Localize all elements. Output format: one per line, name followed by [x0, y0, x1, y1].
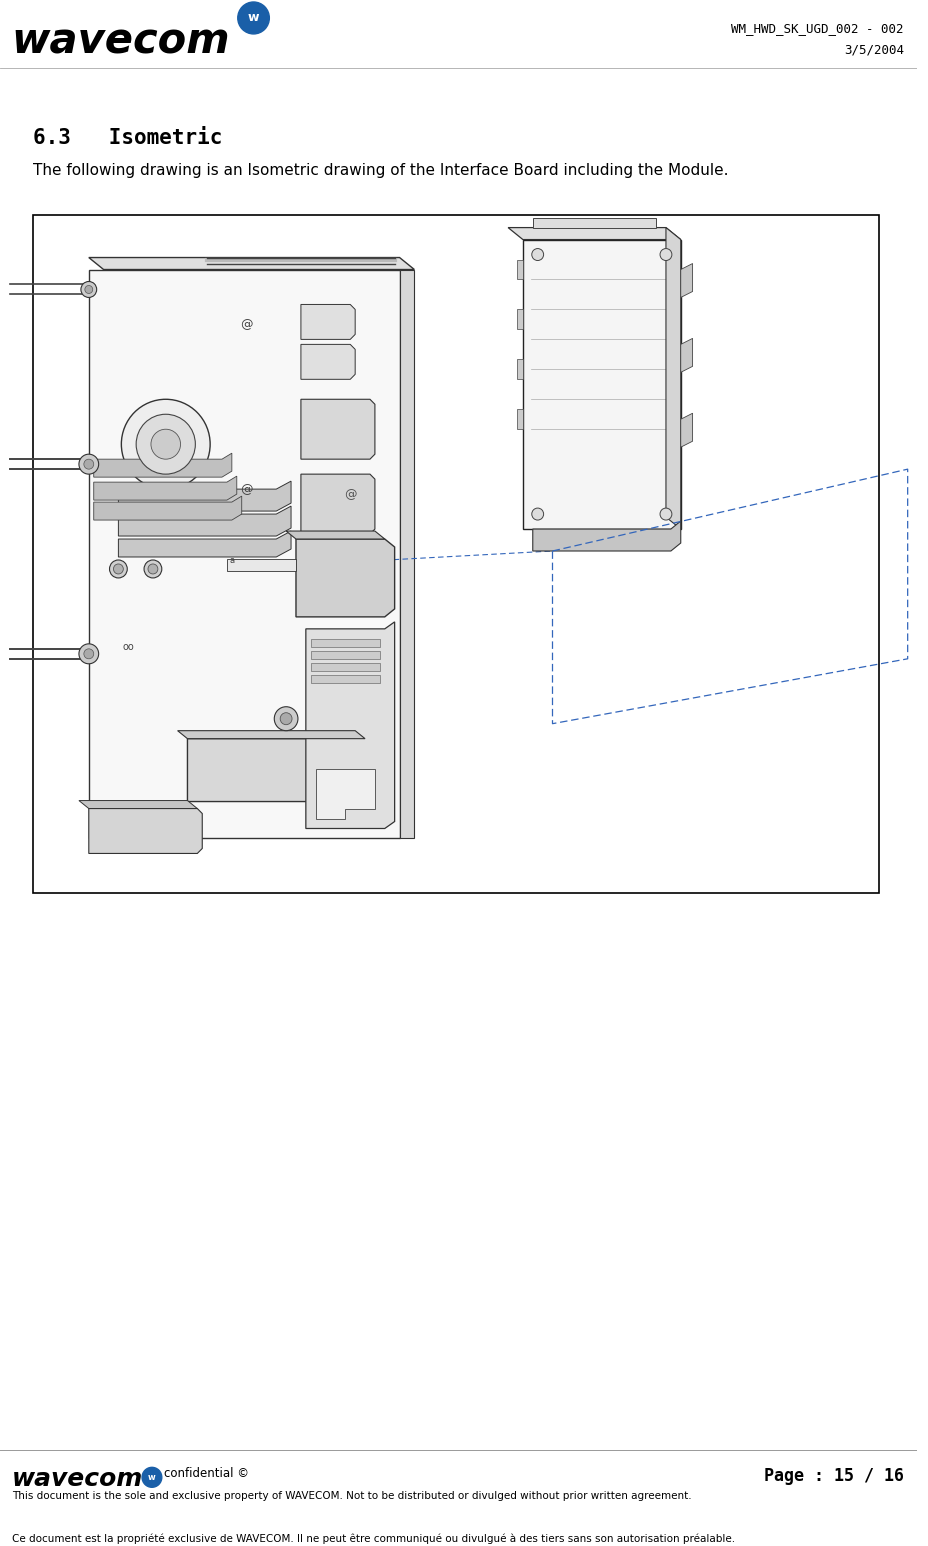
- Polygon shape: [286, 530, 384, 540]
- Circle shape: [84, 649, 94, 659]
- Circle shape: [280, 713, 291, 725]
- Circle shape: [84, 459, 94, 468]
- Text: oo: oo: [122, 642, 134, 652]
- Polygon shape: [301, 305, 354, 340]
- Text: confidential ©: confidential ©: [163, 1467, 249, 1481]
- Circle shape: [150, 430, 180, 459]
- Text: The following drawing is an Isometric drawing of the Interface Board including t: The following drawing is an Isometric dr…: [32, 162, 728, 178]
- Polygon shape: [399, 269, 414, 838]
- Polygon shape: [177, 731, 365, 739]
- Polygon shape: [118, 481, 290, 512]
- Circle shape: [113, 564, 123, 574]
- Polygon shape: [532, 521, 680, 550]
- Polygon shape: [94, 453, 232, 478]
- Polygon shape: [301, 475, 375, 533]
- Polygon shape: [94, 476, 237, 499]
- Circle shape: [110, 560, 127, 578]
- Text: Ce document est la propriété exclusive de WAVECOM. Il ne peut être communiqué ou: Ce document est la propriété exclusive d…: [12, 1534, 734, 1544]
- Polygon shape: [187, 739, 375, 801]
- Text: w: w: [148, 1473, 156, 1481]
- Polygon shape: [311, 638, 380, 646]
- Polygon shape: [94, 496, 241, 519]
- Polygon shape: [311, 663, 380, 671]
- Circle shape: [144, 560, 161, 578]
- Circle shape: [274, 707, 298, 731]
- Circle shape: [81, 281, 97, 297]
- Circle shape: [79, 643, 98, 663]
- Text: @: @: [240, 482, 252, 496]
- Polygon shape: [516, 309, 522, 329]
- Circle shape: [659, 509, 671, 519]
- Polygon shape: [301, 399, 375, 459]
- Polygon shape: [89, 269, 399, 838]
- Circle shape: [84, 286, 93, 294]
- Text: This document is the sole and exclusive property of WAVECOM. Not to be distribut: This document is the sole and exclusive …: [12, 1492, 690, 1501]
- Text: wavecom: wavecom: [12, 22, 230, 63]
- Circle shape: [238, 2, 269, 34]
- Bar: [32, 215, 878, 894]
- Polygon shape: [680, 263, 692, 297]
- Text: WM_HWD_SK_UGD_002 - 002: WM_HWD_SK_UGD_002 - 002: [730, 22, 903, 36]
- Circle shape: [659, 249, 671, 261]
- Text: Page : 15 / 16: Page : 15 / 16: [763, 1467, 903, 1486]
- Circle shape: [531, 509, 543, 519]
- Polygon shape: [89, 258, 414, 269]
- Circle shape: [136, 414, 195, 475]
- Polygon shape: [516, 359, 522, 379]
- Polygon shape: [516, 260, 522, 280]
- Polygon shape: [532, 218, 655, 227]
- Circle shape: [148, 564, 158, 574]
- Polygon shape: [516, 410, 522, 430]
- Text: 6.3   Isometric: 6.3 Isometric: [32, 128, 222, 148]
- Text: a: a: [229, 557, 235, 564]
- Text: @: @: [240, 318, 252, 331]
- Polygon shape: [296, 540, 394, 617]
- Text: w: w: [248, 11, 259, 25]
- Polygon shape: [680, 339, 692, 373]
- Text: @: @: [343, 487, 356, 501]
- Polygon shape: [118, 506, 290, 536]
- Polygon shape: [316, 768, 375, 818]
- Circle shape: [531, 249, 543, 261]
- Polygon shape: [301, 345, 354, 379]
- Polygon shape: [118, 530, 290, 557]
- Polygon shape: [680, 413, 692, 447]
- Circle shape: [79, 455, 98, 475]
- Polygon shape: [665, 227, 680, 529]
- Text: wavecom: wavecom: [12, 1467, 143, 1492]
- Polygon shape: [226, 560, 296, 570]
- Polygon shape: [79, 801, 197, 809]
- Polygon shape: [311, 651, 380, 659]
- Polygon shape: [508, 227, 680, 240]
- Circle shape: [142, 1467, 161, 1487]
- Polygon shape: [305, 621, 394, 829]
- Polygon shape: [311, 674, 380, 683]
- Text: 3/5/2004: 3/5/2004: [843, 43, 903, 57]
- Circle shape: [122, 399, 210, 489]
- Polygon shape: [522, 240, 680, 529]
- Polygon shape: [89, 809, 202, 853]
